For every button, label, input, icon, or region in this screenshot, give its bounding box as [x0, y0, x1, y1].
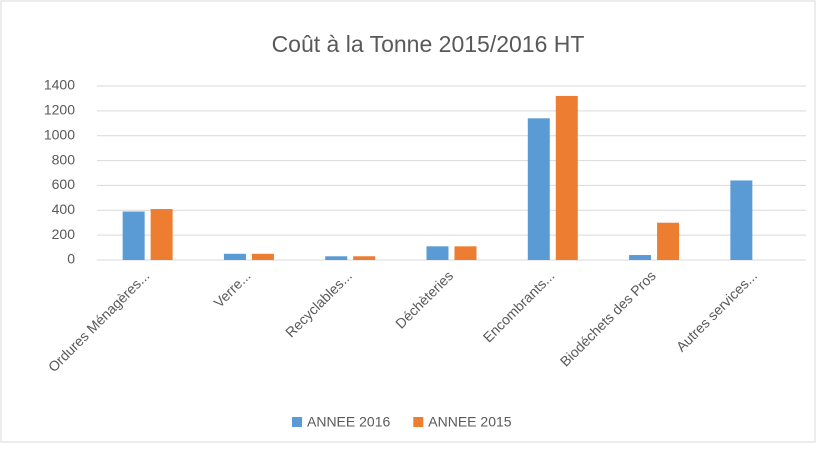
bar — [426, 246, 449, 260]
bar — [657, 222, 680, 260]
y-tick-label: 1000 — [44, 126, 75, 142]
bar — [325, 256, 348, 260]
y-tick-label: 400 — [52, 201, 76, 217]
legend-swatch — [292, 417, 302, 427]
y-tick-label: 0 — [67, 251, 75, 267]
bar — [223, 253, 246, 260]
legend-swatch — [413, 417, 424, 427]
y-tick-label: 1200 — [44, 102, 75, 118]
legend-label: ANNEE 2015 — [428, 414, 511, 430]
bar — [251, 253, 274, 260]
bar — [629, 255, 652, 260]
y-tick-label: 600 — [52, 176, 76, 192]
bar — [122, 211, 145, 260]
bar — [555, 95, 578, 260]
bar — [527, 118, 550, 260]
y-tick-label: 800 — [52, 151, 76, 167]
bar — [353, 256, 376, 260]
bar — [150, 209, 173, 260]
legend-label: ANNEE 2016 — [307, 414, 390, 430]
chart-title: Coût à la Tonne 2015/2016 HT — [272, 31, 585, 57]
y-tick-label: 200 — [52, 226, 76, 242]
bar — [730, 180, 753, 260]
bar — [454, 246, 477, 260]
y-tick-label: 1400 — [44, 77, 75, 93]
